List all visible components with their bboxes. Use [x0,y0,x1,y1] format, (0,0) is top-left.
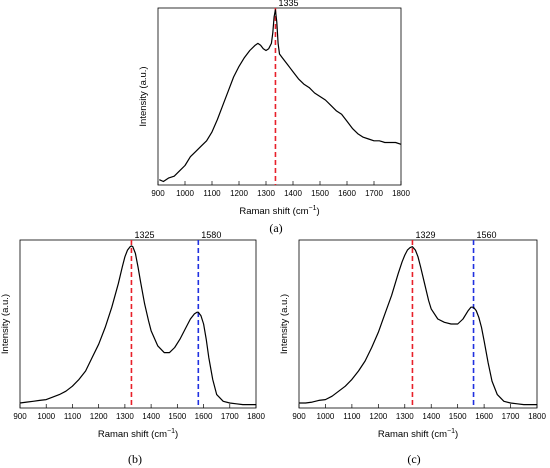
peak-label: 1560 [477,230,497,240]
x-tick-label: 1500 [311,189,329,198]
x-tick-label: 1700 [221,412,239,421]
x-tick-label: 1600 [338,189,356,198]
peak-label: 1325 [134,230,154,240]
chart-panel-1: 900 1000 1100 1200 1300 1400 1500 1600 1700 1800 R… [138,0,410,235]
x-axis-label: Raman shift (cm−1) [239,205,319,217]
x-tick-label: 900 [13,412,27,421]
x-tick-label: 1500 [168,412,186,421]
x-tick-label: 1600 [475,412,493,421]
raman-spectrum-line [159,9,402,183]
y-axis-label: Intensity (a.u.) [138,66,149,126]
x-tick-label: 1500 [449,412,467,421]
x-tick-label: 1100 [343,412,361,421]
x-tick-label: 1400 [284,189,302,198]
plot-frame [19,239,257,409]
x-tick-label: 900 [151,189,165,198]
x-tick-label: 1200 [230,189,248,198]
y-axis-label: Intensity (a.u.) [0,294,11,354]
x-tick-label: 1000 [317,412,335,421]
peak-label: 1335 [278,0,298,8]
x-tick-label: 1400 [142,412,160,421]
y-axis-label: Intensity (a.u.) [279,294,290,354]
x-tick-label: 1400 [422,412,440,421]
x-tick-label: 1300 [396,412,414,421]
x-tick-label: 1800 [528,412,546,421]
chart-panel-2: 900 1000 1100 1200 1300 1400 1500 1600 1700 1800 R… [0,230,265,466]
raman-spectrum-line [19,245,256,406]
x-tick-label: 1200 [369,412,387,421]
x-tick-label: 1800 [392,189,410,198]
plot-frame [298,239,538,409]
x-tick-label: 1300 [116,412,134,421]
x-tick-label: 1800 [247,412,265,421]
panel-label: (a) [269,221,282,235]
x-tick-label: 1700 [365,189,383,198]
peak-label: 1580 [201,230,221,240]
panel-label: (c) [407,452,420,466]
chart-panel-3: 900 1000 1100 1200 1300 1400 1500 1600 1700 1800 R… [279,230,546,466]
plot-frame [157,7,402,186]
x-tick-label: 1100 [203,189,221,198]
x-axis-label: Raman shift (cm−1) [378,428,458,440]
x-tick-label: 1600 [195,412,213,421]
x-tick-label: 1000 [37,412,55,421]
x-tick-label: 1000 [176,189,194,198]
x-tick-label: 1200 [90,412,108,421]
x-tick-label: 1100 [64,412,82,421]
panel-label: (b) [128,452,142,466]
x-axis-label: Raman shift (cm−1) [98,428,178,440]
peak-label: 1329 [415,230,435,240]
raman-spectrum-line [299,246,537,406]
x-tick-label: 1300 [257,189,275,198]
x-tick-label: 900 [292,412,306,421]
x-tick-label: 1700 [502,412,520,421]
